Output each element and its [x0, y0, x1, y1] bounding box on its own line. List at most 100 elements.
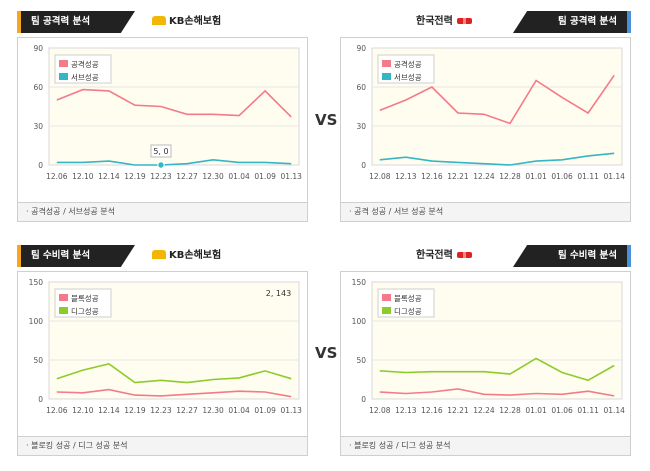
data-label-box	[150, 144, 172, 158]
x-tick-label: 12.21	[447, 172, 469, 181]
kepco-logo-icon	[456, 252, 472, 258]
x-tick-label: 01.14	[603, 172, 625, 181]
y-tick-label: 50	[33, 356, 43, 365]
panel-footer: · 블로킹 성공 / 디그 성공 분석	[340, 437, 631, 456]
y-tick-label: 30	[33, 122, 43, 131]
attack-panel-kb: 팀 공격력 분석 KB손해보험 0 30 60 90 12.06 12.10 12.14 12…	[17, 11, 308, 222]
chart-area: 0 30 60 90 12.08 12.13 12.16 12.21 12.24 12.28 01.…	[340, 37, 631, 203]
x-tick-label: 12.23	[150, 172, 172, 181]
series-line	[56, 363, 292, 384]
panel-header: 팀 수비력 분석 KB손해보험	[17, 245, 308, 267]
x-tick-label: 01.13	[280, 172, 302, 181]
x-tick-label: 01.14	[603, 406, 625, 415]
panel-header-tab: 팀 수비력 분석	[17, 245, 135, 267]
x-tick-label: 12.27	[176, 172, 198, 181]
highlight-point	[157, 161, 165, 169]
x-tick-label: 12.30	[202, 172, 224, 181]
legend-swatch	[382, 73, 391, 80]
y-tick-label: 0	[38, 395, 43, 404]
x-tick-label: 12.24	[473, 172, 495, 181]
x-tick-label: 01.09	[254, 406, 276, 415]
y-tick-label: 0	[361, 395, 366, 404]
series-line	[379, 357, 615, 382]
panel-footer: · 공격성공 / 서브성공 분석	[17, 203, 308, 222]
x-tick-label: 12.27	[176, 406, 198, 415]
defense-panel-kepco: 한국전력 팀 수비력 분석 0 50 100 150 12.08 12.13 12.16 12…	[340, 245, 631, 456]
x-tick-label: 12.08	[369, 172, 391, 181]
panel-footer: · 블로킹 성공 / 디그 성공 분석	[17, 437, 308, 456]
legend-swatch	[382, 307, 391, 314]
y-tick-label: 90	[356, 44, 366, 53]
series-line	[379, 74, 615, 125]
x-tick-label: 12.28	[499, 172, 521, 181]
y-tick-label: 150	[352, 278, 367, 287]
vs-label: VS	[315, 111, 338, 129]
y-tick-label: 30	[356, 122, 366, 131]
y-tick-label: 60	[356, 83, 366, 92]
legend-swatch	[382, 60, 391, 67]
x-tick-label: 12.19	[124, 406, 146, 415]
panel-header-tab: 팀 공격력 분석	[513, 11, 631, 33]
y-tick-label: 0	[38, 161, 43, 170]
x-tick-label: 12.06	[46, 406, 68, 415]
x-tick-label: 12.10	[72, 406, 94, 415]
x-tick-label: 01.04	[228, 406, 250, 415]
line-chart: 0 50 100 150 12.08 12.13 12.16 12.21 12.24 12.28 0…	[352, 278, 625, 415]
y-tick-label: 90	[33, 44, 43, 53]
vs-label: VS	[315, 344, 338, 362]
kb-logo-icon	[152, 15, 166, 25]
team-name: KB손해보험	[152, 245, 221, 267]
x-tick-label: 01.01	[525, 406, 547, 415]
attack-panel-kepco: 한국전력 팀 공격력 분석 0 30 60 90 12.08 12.13 12.16 12.2…	[340, 11, 631, 222]
legend-swatch	[59, 60, 68, 67]
panel-header-tab: 팀 수비력 분석	[513, 245, 631, 267]
x-tick-label: 12.08	[369, 406, 391, 415]
x-tick-label: 12.14	[98, 172, 120, 181]
kb-logo-icon	[152, 249, 166, 259]
x-tick-label: 12.10	[72, 172, 94, 181]
x-tick-label: 12.28	[499, 406, 521, 415]
line-chart: 0 50 100 150 12.06 12.10 12.14 12.19 12.23 12.27 1…	[29, 278, 302, 415]
legend	[377, 288, 435, 318]
legend-label: 블록성공	[71, 294, 99, 303]
x-tick-label: 01.01	[525, 172, 547, 181]
x-tick-label: 12.24	[473, 406, 495, 415]
series-line	[56, 388, 292, 398]
x-tick-label: 12.06	[46, 172, 68, 181]
x-tick-label: 12.14	[98, 406, 120, 415]
chart-area: 0 50 100 150 12.08 12.13 12.16 12.21 12.24 12.28 0…	[340, 271, 631, 437]
x-tick-label: 12.13	[395, 406, 417, 415]
legend-swatch	[59, 294, 68, 301]
x-tick-label: 01.04	[228, 172, 250, 181]
legend-label: 블록성공	[394, 294, 422, 303]
x-tick-label: 01.06	[551, 406, 573, 415]
y-tick-label: 50	[356, 356, 366, 365]
panel-footer: · 공격 성공 / 서브 성공 분석	[340, 203, 631, 222]
panel-header-tab: 팀 공격력 분석	[17, 11, 135, 33]
legend-swatch	[59, 73, 68, 80]
x-tick-label: 12.21	[447, 406, 469, 415]
series-line	[379, 152, 615, 166]
team-name: 한국전력	[416, 245, 472, 267]
chart-area: 0 30 60 90 12.06 12.10 12.14 12.19 12.23 12.27 12.…	[17, 37, 308, 203]
series-line	[56, 158, 292, 166]
panel-header: 한국전력 팀 공격력 분석	[340, 11, 631, 33]
y-tick-label: 150	[29, 278, 44, 287]
panel-header: 한국전력 팀 수비력 분석	[340, 245, 631, 267]
legend-label: 공격성공	[71, 59, 99, 69]
chart-area: 0 50 100 150 12.06 12.10 12.14 12.19 12.23 12.27 1…	[17, 271, 308, 437]
legend-swatch	[59, 307, 68, 314]
legend-label: 서브성공	[71, 73, 99, 82]
y-tick-label: 100	[29, 317, 44, 326]
x-tick-label: 12.19	[124, 172, 146, 181]
kepco-logo-icon	[456, 18, 472, 24]
legend-swatch	[382, 294, 391, 301]
x-tick-label: 12.13	[395, 172, 417, 181]
legend-label: 디그성공	[394, 307, 422, 316]
series-line	[379, 388, 615, 397]
line-chart: 0 30 60 90 12.08 12.13 12.16 12.21 12.24 12.28 01.…	[356, 44, 625, 181]
legend-label: 공격성공	[394, 59, 422, 69]
panel-header: 팀 공격력 분석 KB손해보험	[17, 11, 308, 33]
series-line	[56, 88, 292, 118]
y-tick-label: 60	[33, 83, 43, 92]
